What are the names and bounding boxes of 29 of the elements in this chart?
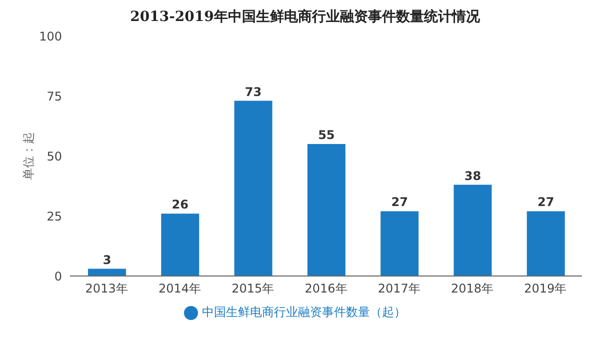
data-label: 73	[244, 84, 262, 99]
bar	[307, 144, 346, 276]
x-tick-label: 2017年	[378, 282, 420, 296]
data-label: 27	[391, 195, 408, 210]
bar	[454, 184, 492, 276]
legend-label: 中国生鲜电商行业融资事件数量（起）	[202, 305, 406, 319]
x-tick-label: 2018年	[451, 282, 494, 296]
bar	[526, 211, 565, 276]
y-tick-label: 100	[39, 29, 62, 44]
bar	[161, 214, 200, 276]
data-label: 38	[464, 168, 482, 183]
y-axis-title: 单位：起	[21, 132, 36, 180]
y-tick-label: 25	[46, 209, 62, 224]
data-label: 55	[318, 128, 335, 142]
x-tick-label: 2014年	[158, 282, 201, 296]
x-tick-label: 2016年	[304, 282, 348, 296]
y-tick-label: 0	[54, 269, 62, 284]
y-tick-label: 50	[46, 149, 62, 164]
bar	[234, 100, 272, 276]
y-tick-label: 75	[46, 89, 62, 104]
x-tick-label: 2015年	[232, 282, 274, 296]
x-tick-label: 2019年	[524, 282, 567, 296]
x-tick-label: 2013年	[85, 282, 128, 296]
bar	[88, 268, 126, 276]
bar	[380, 211, 419, 276]
data-label: 27	[538, 195, 554, 210]
data-label: 26	[172, 198, 188, 212]
chart-title: 2013-2019年中国生鲜电商行业融资事件数量统计情况	[129, 8, 481, 26]
data-label: 3	[102, 252, 112, 267]
